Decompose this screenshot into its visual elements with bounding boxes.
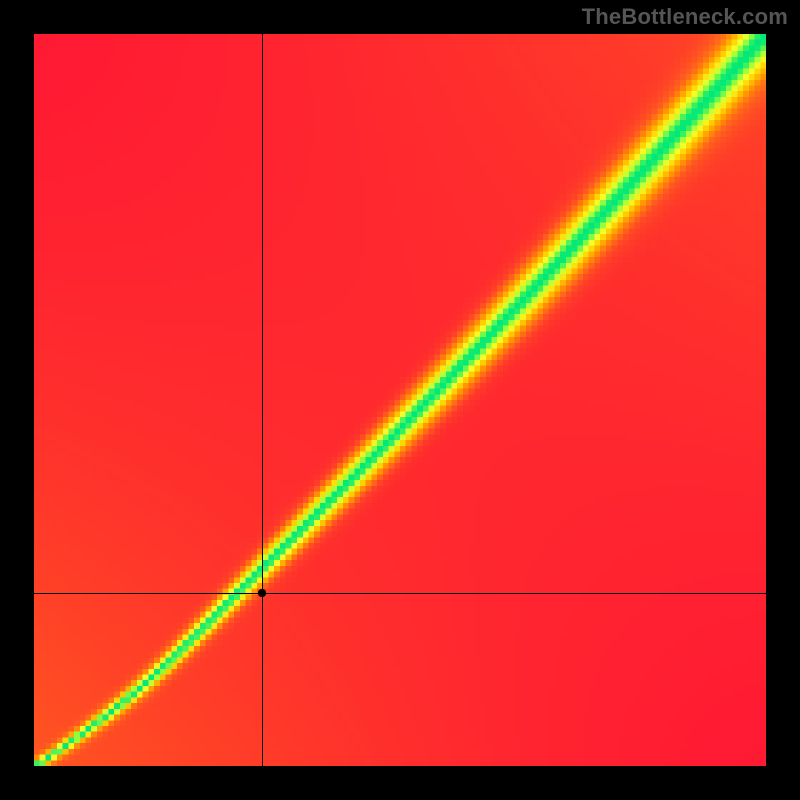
crosshair-horizontal [34, 593, 766, 594]
heatmap-plot [34, 34, 766, 766]
watermark-text: TheBottleneck.com [582, 4, 788, 30]
heatmap-canvas [34, 34, 766, 766]
crosshair-marker [257, 588, 267, 598]
crosshair-vertical [262, 34, 263, 766]
